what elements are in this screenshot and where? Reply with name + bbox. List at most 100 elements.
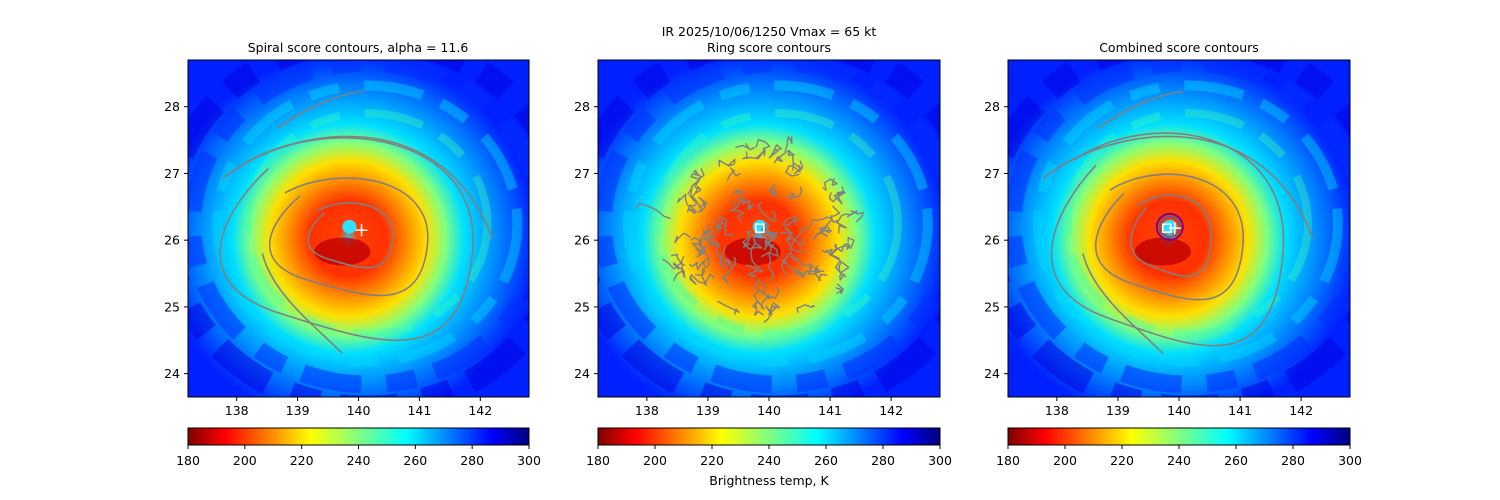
ring-contour [796, 304, 815, 313]
colorbar-tick-label: 180 [996, 453, 1020, 468]
spiral-arm [1097, 90, 1183, 130]
ring-contour [780, 251, 795, 276]
colorbar-tick-label: 240 [757, 453, 781, 468]
ring-contour [790, 256, 812, 273]
x-tick-label: 139 [286, 403, 310, 418]
ring-contour [735, 142, 755, 151]
ring-contour [731, 189, 746, 206]
cloud-band [1032, 80, 1343, 367]
score-contours [1042, 90, 1314, 355]
square-marker [755, 223, 765, 233]
colorbar-tick-label: 300 [1338, 453, 1362, 468]
panel-spiral: Spiral score contours, alpha = 11.6 138 1… [164, 40, 541, 468]
ring-contour [690, 237, 709, 257]
cloud-band [212, 80, 523, 367]
ir-image [1008, 60, 1350, 397]
x-tick-label: 138 [635, 403, 659, 418]
ring-contour [763, 232, 778, 251]
ring-contour [757, 201, 776, 223]
center-marker [355, 224, 368, 237]
ring-contour [737, 199, 755, 210]
colorbar-tick-label: 280 [460, 453, 484, 468]
ring-contour [742, 237, 763, 250]
x-tick-label: 141 [818, 403, 842, 418]
ring-contour [782, 215, 799, 226]
y-tick-label: 28 [574, 99, 590, 114]
cloud-band [1063, 109, 1312, 338]
colorbar-tick-label: 240 [347, 453, 371, 468]
ring-contour [768, 301, 781, 316]
x-tick-label: 140 [1167, 403, 1191, 418]
square-marker [1162, 223, 1172, 233]
spiral-arm [1082, 253, 1164, 355]
figure-suptitle: IR 2025/10/06/1250 Vmax = 65 kt [662, 24, 877, 39]
ring-contour [694, 273, 715, 286]
ring-contour [768, 144, 782, 159]
y-tick-label: 25 [984, 299, 1000, 314]
x-tick-label: 141 [1228, 403, 1252, 418]
x-tick-label: 142 [468, 403, 492, 418]
ring-contour [761, 222, 770, 233]
colorbar-tick-label: 280 [871, 453, 895, 468]
y-tick-label: 24 [164, 366, 180, 381]
y-axis: 24 25 26 27 28 [164, 99, 188, 381]
panel-ring: Ring score contours 138 139 140 141 142 24 25… [574, 40, 952, 488]
cloud-bands [598, 60, 940, 397]
ring-contour [690, 170, 702, 191]
ring-contour [746, 264, 759, 278]
ring-contour [722, 256, 737, 284]
ring-contour [785, 164, 801, 177]
ring-contour [836, 210, 858, 224]
ring-contour [832, 255, 850, 274]
ring-contour [635, 203, 671, 220]
ring-contour [833, 220, 848, 234]
spiral-contour [1094, 173, 1244, 301]
ring-contour [787, 186, 803, 200]
y-tick-label: 28 [984, 99, 1000, 114]
spiral-contour [1130, 194, 1212, 278]
ring-contour [687, 186, 703, 214]
ring-contour [787, 149, 795, 171]
score-contours [219, 90, 494, 355]
ring-contour [755, 139, 771, 156]
colorbar-tick-label: 260 [403, 453, 427, 468]
cold-cloud-top [314, 237, 371, 266]
y-axis: 24 25 26 27 28 [984, 99, 1008, 381]
colorbar-tick-label: 260 [814, 453, 838, 468]
colorbar-tick-label: 200 [643, 453, 667, 468]
x-tick-label: 138 [1045, 403, 1069, 418]
y-tick-label: 27 [164, 166, 180, 181]
colorbar-tick-label: 260 [1224, 453, 1248, 468]
ring-contour [742, 150, 765, 160]
ring-contour [807, 262, 820, 275]
spiral-contour [219, 137, 474, 342]
colorbar-tick-label: 180 [176, 453, 200, 468]
ring-contour [711, 238, 733, 268]
ring-circle [1155, 212, 1184, 241]
x-tick-label: 140 [757, 403, 781, 418]
x-axis: 138 139 140 141 142 [1045, 397, 1313, 418]
x-tick-label: 139 [696, 403, 720, 418]
ring-contour [702, 230, 712, 245]
y-tick-label: 27 [984, 166, 1000, 181]
colorbar-tick-label: 220 [1110, 453, 1134, 468]
ring-contour [701, 256, 710, 276]
y-tick-label: 27 [574, 166, 590, 181]
y-tick-label: 26 [574, 233, 590, 248]
ring-contour [742, 230, 752, 248]
cloud-bands [1008, 60, 1350, 397]
spiral-arm [261, 253, 343, 355]
eye [342, 219, 357, 234]
y-tick-label: 24 [574, 366, 590, 381]
colorbar-tick-label: 200 [233, 453, 257, 468]
spiral-arm [276, 90, 363, 130]
ring-contour [768, 184, 778, 197]
eye [1162, 219, 1177, 234]
ring-contour [783, 226, 793, 248]
ring-contour [813, 229, 832, 240]
ring-contour [677, 193, 697, 207]
x-axis: 138 139 140 141 142 [635, 397, 903, 418]
x-tick-label: 142 [879, 403, 903, 418]
spiral-arm [1042, 135, 1314, 239]
